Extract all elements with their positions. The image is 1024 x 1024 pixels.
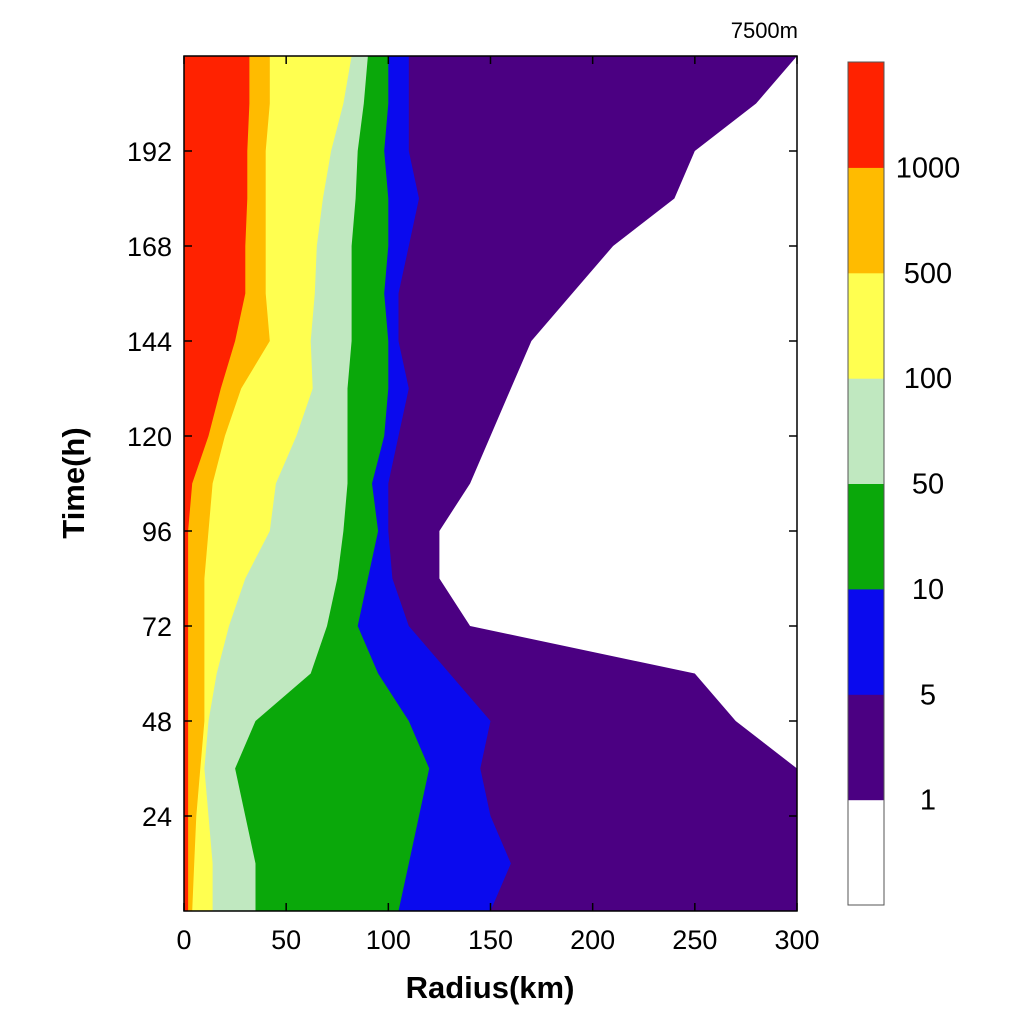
colorbar-swatch: [848, 167, 884, 274]
y-tick-label: 24: [142, 802, 172, 832]
colorbar-swatch: [848, 272, 884, 379]
x-tick-label: 300: [774, 925, 819, 955]
colorbar-label: 10: [912, 574, 944, 606]
colorbar-label: 50: [912, 469, 944, 501]
colorbar-swatch: [848, 378, 884, 484]
colorbar-label: 500: [904, 258, 952, 290]
x-axis: 0 50 100 150 200 250 300: [176, 56, 820, 955]
y-axis: 24 48 72 96 120 144 168 192: [127, 137, 797, 832]
colorbar-swatch: [848, 694, 884, 801]
colorbar-label: 5: [920, 679, 936, 711]
y-tick-label: 120: [127, 422, 172, 452]
plot-area: [184, 56, 797, 911]
colorbar-label: 1000: [896, 152, 961, 184]
y-tick-label: 168: [127, 232, 172, 262]
x-tick-label: 100: [366, 925, 411, 955]
band-over-1000: [184, 56, 250, 911]
x-tick-label: 150: [468, 925, 513, 955]
colorbar-swatch: [848, 62, 884, 168]
y-tick-label: 96: [142, 517, 172, 547]
colorbar-swatch: [848, 588, 884, 695]
colorbar-label: 100: [904, 363, 952, 395]
y-axis-title: Time(h): [56, 427, 91, 538]
x-tick-label: 200: [570, 925, 615, 955]
y-tick-label: 72: [142, 612, 172, 642]
y-tick-label: 48: [142, 707, 172, 737]
colorbar: 1 5 10 50 100 500 1000: [847, 61, 961, 906]
x-axis-title: Radius(km): [406, 970, 575, 1005]
colorbar-swatch: [848, 799, 884, 906]
x-tick-label: 50: [271, 925, 301, 955]
x-tick-label: 0: [176, 925, 191, 955]
corner-label: 7500m: [731, 18, 798, 43]
colorbar-frame: [847, 61, 885, 906]
colorbar-swatch: [848, 483, 884, 590]
colorbar-label: 1: [920, 785, 936, 817]
y-tick-label: 144: [127, 327, 172, 357]
x-tick-label: 250: [672, 925, 717, 955]
y-tick-label: 192: [127, 137, 172, 167]
